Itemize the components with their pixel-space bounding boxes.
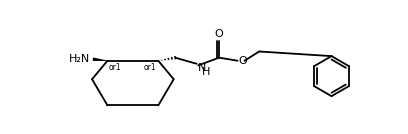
Polygon shape <box>93 57 107 61</box>
Text: O: O <box>238 56 247 66</box>
Text: N: N <box>197 63 206 73</box>
Text: or1: or1 <box>144 63 157 72</box>
Text: H₂N: H₂N <box>69 54 91 64</box>
Text: H: H <box>202 67 211 77</box>
Text: or1: or1 <box>109 63 122 72</box>
Text: O: O <box>215 29 224 39</box>
